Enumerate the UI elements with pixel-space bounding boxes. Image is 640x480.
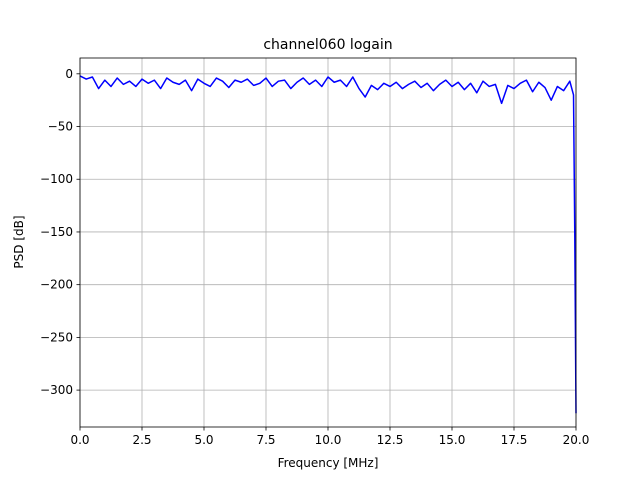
y-tick-label: −150 [40, 225, 73, 239]
x-tick-label: 12.5 [377, 433, 404, 447]
x-tick-label: 20.0 [563, 433, 590, 447]
y-tick-label: −50 [48, 120, 73, 134]
x-tick-label: 7.5 [256, 433, 275, 447]
axis-ticks [76, 73, 577, 431]
x-tick-label: 2.5 [132, 433, 151, 447]
x-tick-label: 5.0 [194, 433, 213, 447]
y-tick-label: −100 [40, 172, 73, 186]
x-tick-label: 15.0 [439, 433, 466, 447]
x-tick-label: 0.0 [70, 433, 89, 447]
plot-frame [79, 57, 577, 428]
y-tick-label: 0 [65, 67, 73, 81]
psd-series-line [79, 75, 577, 414]
chart-title: channel060 logain [263, 37, 392, 53]
y-tick-label: −300 [40, 383, 73, 397]
x-axis-label: Frequency [MHz] [278, 456, 379, 470]
grid-lines [79, 58, 577, 427]
x-tick-label: 10.0 [315, 433, 342, 447]
tick-labels: 0.0 2.5 5.0 7.5 10.0 12.5 15.0 17.5 20.0 0 −50 −100… [40, 67, 589, 447]
y-axis-label: PSD [dB] [12, 215, 26, 268]
y-tick-label: −200 [40, 278, 73, 292]
x-tick-label: 17.5 [501, 433, 528, 447]
y-tick-label: −250 [40, 330, 73, 344]
